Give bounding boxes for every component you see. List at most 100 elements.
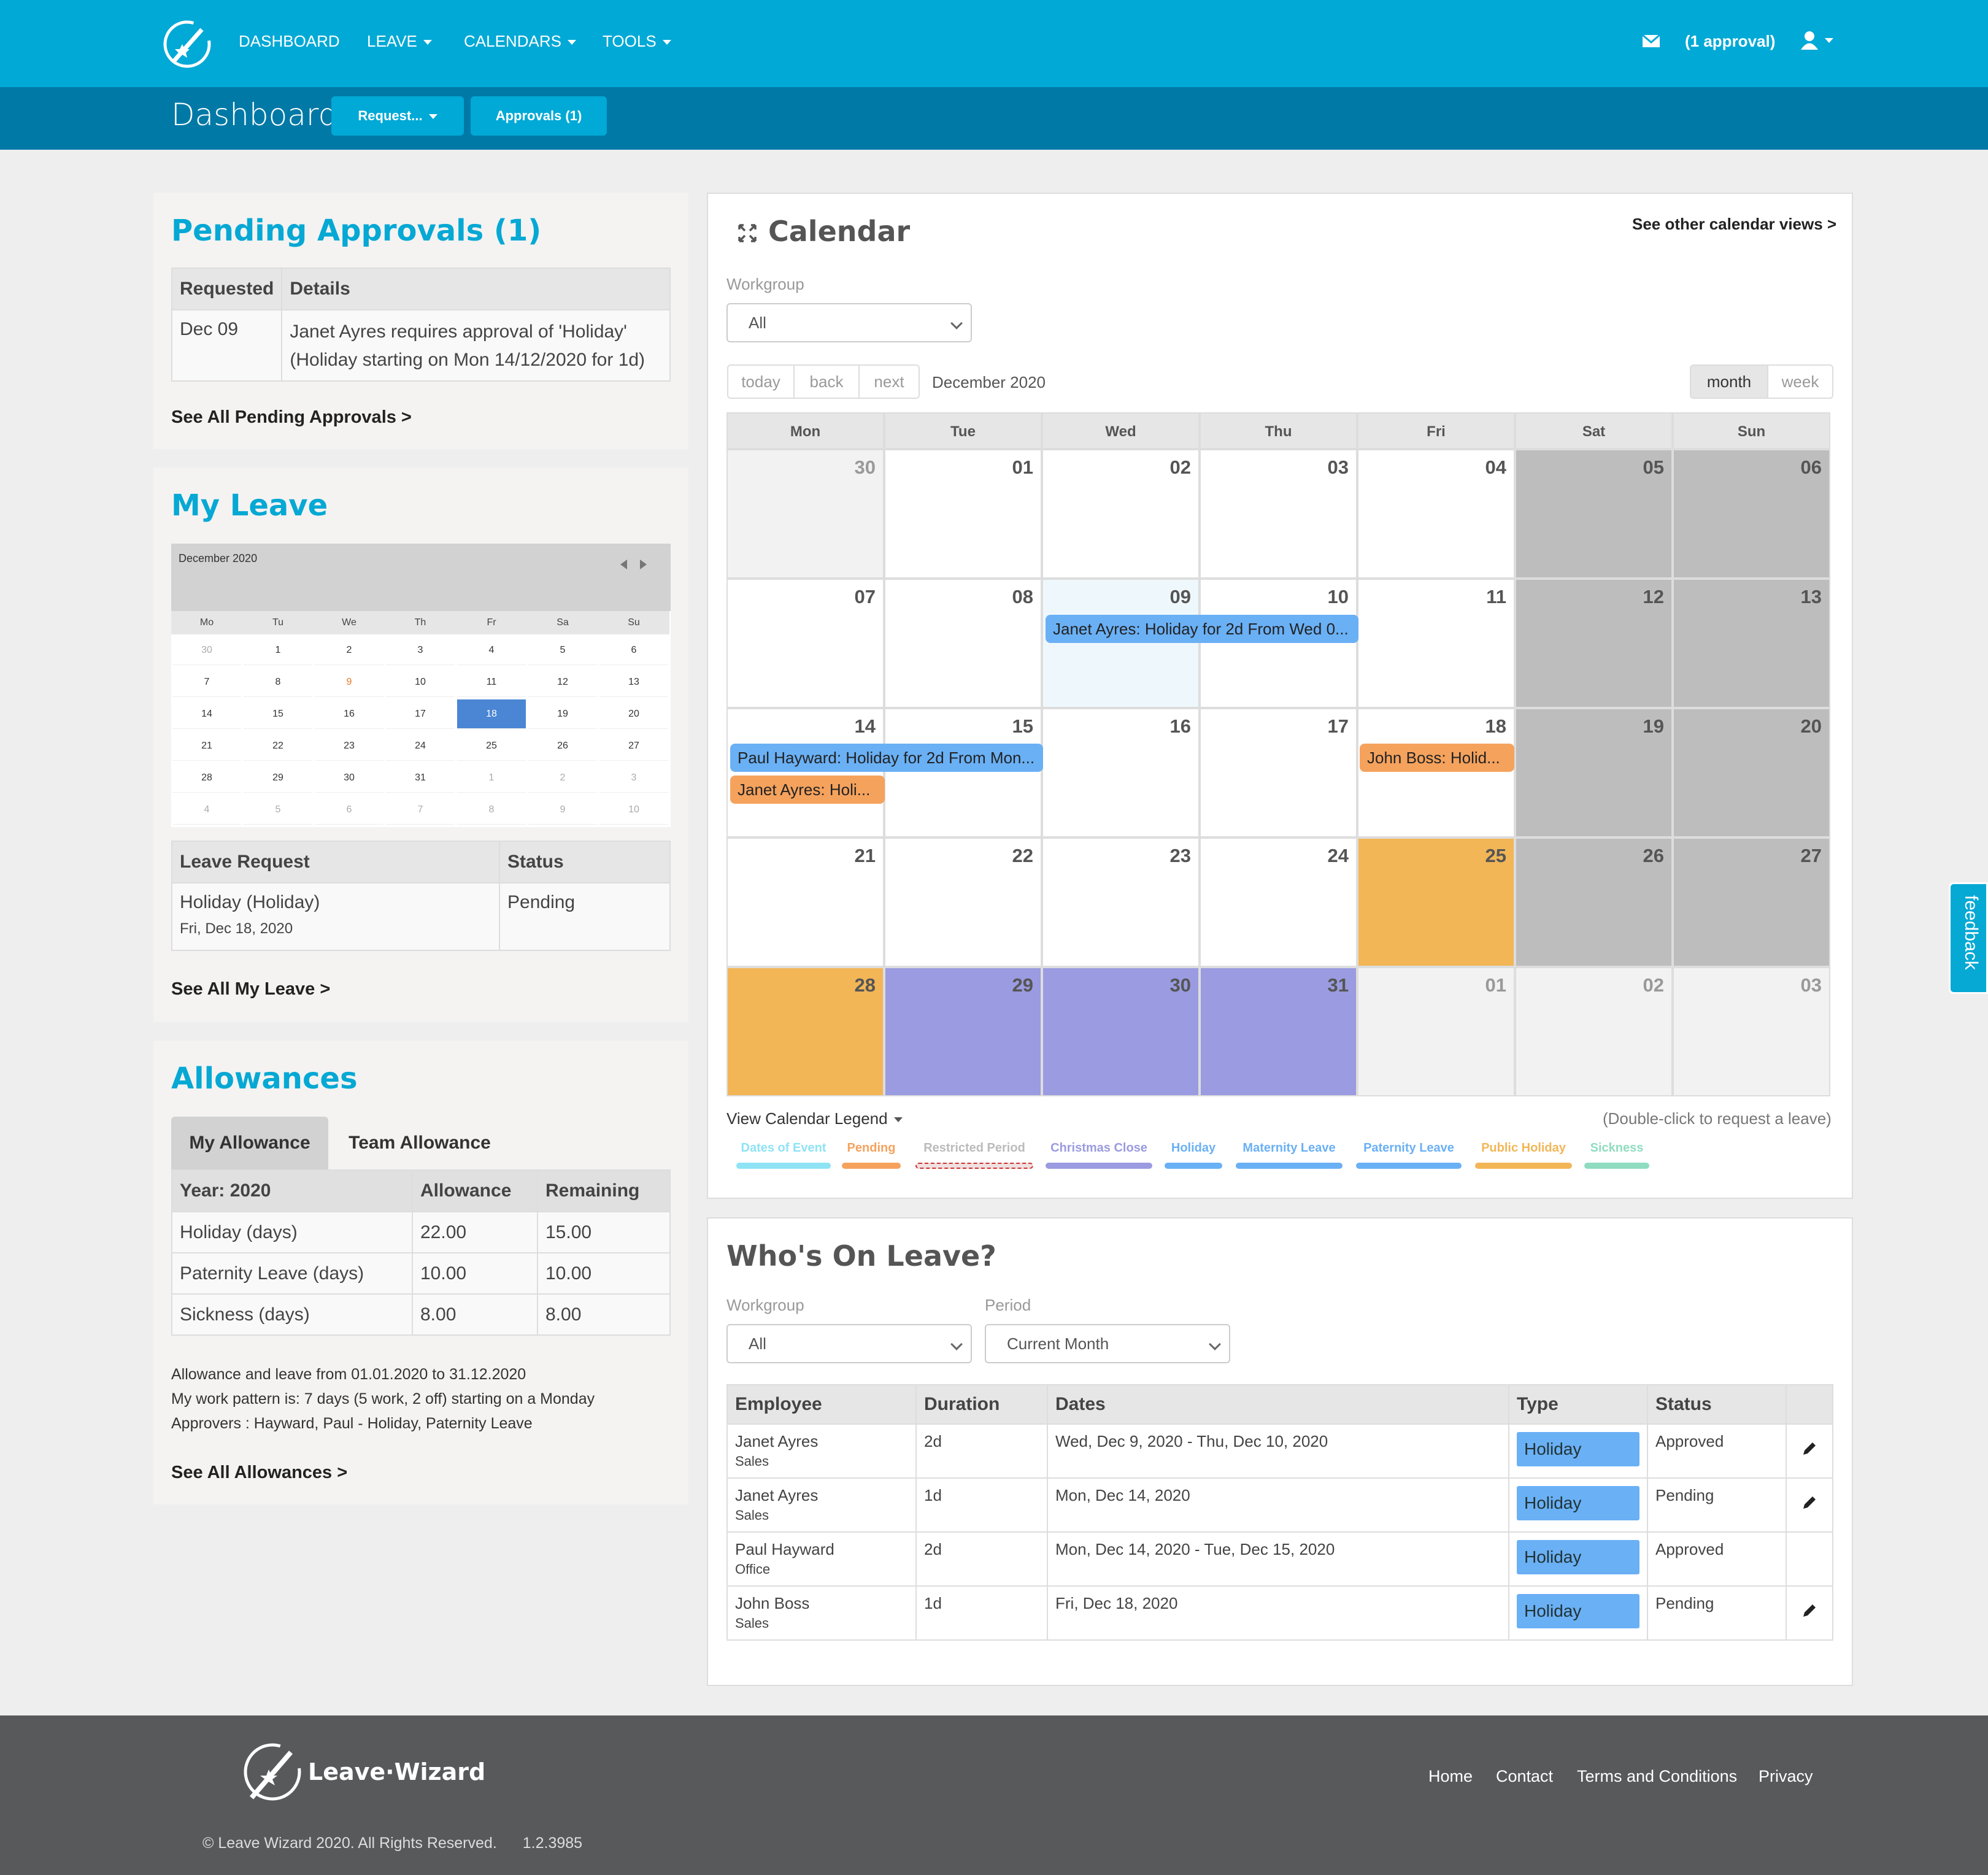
approvals-button[interactable]: Approvals (1): [471, 96, 607, 136]
expand-icon[interactable]: [738, 223, 757, 243]
mini-day-cell[interactable]: 23: [315, 731, 383, 761]
nav-tools[interactable]: TOOLS: [603, 32, 671, 51]
calendar-day-cell[interactable]: 01: [884, 449, 1042, 579]
mini-day-cell[interactable]: 10: [599, 795, 668, 825]
mini-day-cell[interactable]: 7: [172, 668, 241, 697]
mini-day-cell[interactable]: 4: [457, 636, 526, 665]
calendar-day-cell[interactable]: 22: [884, 837, 1042, 967]
mini-day-cell[interactable]: 30: [315, 763, 383, 793]
tab-team-allowance[interactable]: Team Allowance: [349, 1133, 491, 1153]
mini-day-cell[interactable]: 1: [244, 636, 312, 665]
calendar-day-cell[interactable]: 08: [884, 579, 1042, 708]
mini-day-cell[interactable]: 29: [244, 763, 312, 793]
calendar-day-cell[interactable]: 10: [1200, 579, 1357, 708]
mini-day-cell[interactable]: 3: [386, 636, 455, 665]
mini-day-cell[interactable]: 27: [599, 731, 668, 761]
workgroup-select[interactable]: All: [726, 303, 972, 342]
month-view-button[interactable]: month: [1690, 364, 1768, 399]
calendar-day-cell[interactable]: 06: [1673, 449, 1830, 579]
calendar-day-cell[interactable]: 18: [1357, 708, 1515, 837]
calendar-day-cell[interactable]: 24: [1200, 837, 1357, 967]
calendar-day-cell[interactable]: 19: [1515, 708, 1673, 837]
mini-day-cell[interactable]: 6: [599, 636, 668, 665]
calendar-day-cell[interactable]: 21: [726, 837, 884, 967]
nav-dashboard[interactable]: DASHBOARD: [239, 32, 340, 50]
calendar-day-cell[interactable]: 13: [1673, 579, 1830, 708]
other-calendar-views-link[interactable]: See other calendar views >: [1632, 215, 1837, 233]
calendar-day-cell[interactable]: 03: [1200, 449, 1357, 579]
next-button[interactable]: next: [860, 364, 920, 399]
calendar-legend-toggle[interactable]: View Calendar Legend: [726, 1109, 903, 1128]
calendar-day-cell[interactable]: 07: [726, 579, 884, 708]
calendar-day-cell[interactable]: 04: [1357, 449, 1515, 579]
mini-day-cell[interactable]: 13: [599, 668, 668, 697]
see-all-my-leave-link[interactable]: See All My Leave >: [171, 979, 331, 999]
calendar-day-cell[interactable]: 03: [1673, 967, 1830, 1096]
calendar-day-cell[interactable]: 25: [1357, 837, 1515, 967]
week-view-button[interactable]: week: [1768, 364, 1833, 399]
calendar-event[interactable]: John Boss: Holid...: [1360, 744, 1514, 772]
wizard-logo-icon[interactable]: [161, 18, 213, 70]
calendar-day-cell[interactable]: 31: [1200, 967, 1357, 1096]
envelope-icon[interactable]: [1642, 33, 1660, 49]
calendar-day-cell[interactable]: 09: [1042, 579, 1200, 708]
table-row[interactable]: Holiday (Holiday) Fri, Dec 18, 2020 Pend…: [171, 882, 671, 951]
mini-day-cell[interactable]: 16: [315, 699, 383, 729]
mini-day-cell[interactable]: 19: [528, 699, 597, 729]
mini-day-cell[interactable]: 17: [386, 699, 455, 729]
calendar-day-cell[interactable]: 30: [1042, 967, 1200, 1096]
mini-day-cell[interactable]: 25: [457, 731, 526, 761]
back-button[interactable]: back: [795, 364, 860, 399]
mini-day-cell[interactable]: 12: [528, 668, 597, 697]
pencil-icon[interactable]: [1801, 1440, 1818, 1457]
feedback-tab[interactable]: feedback: [1949, 882, 1988, 994]
calendar-day-cell[interactable]: 26: [1515, 837, 1673, 967]
pencil-icon[interactable]: [1801, 1494, 1818, 1511]
mini-day-cell[interactable]: 15: [244, 699, 312, 729]
calendar-event[interactable]: Paul Hayward: Holiday for 2d From Mon...: [730, 744, 1043, 772]
mini-day-cell[interactable]: 2: [315, 636, 383, 665]
calendar-day-cell[interactable]: 14: [726, 708, 884, 837]
mini-day-cell[interactable]: 11: [457, 668, 526, 697]
mini-day-cell[interactable]: 5: [244, 795, 312, 825]
calendar-day-cell[interactable]: 23: [1042, 837, 1200, 967]
calendar-day-cell[interactable]: 30: [726, 449, 884, 579]
footer-link-contact[interactable]: Contact: [1496, 1767, 1554, 1785]
calendar-day-cell[interactable]: 27: [1673, 837, 1830, 967]
mini-day-cell[interactable]: 7: [386, 795, 455, 825]
table-row[interactable]: Janet Ayres Sales 1d Mon, Dec 14, 2020 Ho…: [726, 1477, 1833, 1533]
mini-day-cell[interactable]: 3: [599, 763, 668, 793]
footer-link-terms[interactable]: Terms and Conditions: [1577, 1767, 1738, 1785]
calendar-day-cell[interactable]: 02: [1515, 967, 1673, 1096]
calendar-event[interactable]: Janet Ayres: Holi...: [730, 776, 885, 804]
calendar-day-cell[interactable]: 16: [1042, 708, 1200, 837]
mini-day-cell[interactable]: 28: [172, 763, 241, 793]
tab-my-allowance[interactable]: My Allowance: [171, 1117, 328, 1169]
mini-day-cell[interactable]: 4: [172, 795, 241, 825]
calendar-day-cell[interactable]: 02: [1042, 449, 1200, 579]
see-all-pending-link[interactable]: See All Pending Approvals >: [171, 407, 412, 427]
mini-day-cell[interactable]: 18: [457, 699, 526, 729]
mini-day-cell[interactable]: 20: [599, 699, 668, 729]
mini-day-cell[interactable]: 10: [386, 668, 455, 697]
mini-day-cell[interactable]: 8: [457, 795, 526, 825]
mini-day-cell[interactable]: 2: [528, 763, 597, 793]
nav-leave[interactable]: LEAVE: [367, 32, 432, 51]
see-all-allowances-link[interactable]: See All Allowances >: [171, 1463, 348, 1482]
footer-link-home[interactable]: Home: [1428, 1767, 1473, 1785]
table-row[interactable]: John Boss Sales 1d Fri, Dec 18, 2020 Holi…: [726, 1585, 1833, 1641]
calendar-day-cell[interactable]: 20: [1673, 708, 1830, 837]
calendar-day-cell[interactable]: 11: [1357, 579, 1515, 708]
mini-day-cell[interactable]: 9: [528, 795, 597, 825]
workgroup-select[interactable]: All: [726, 1324, 972, 1363]
calendar-day-cell[interactable]: 28: [726, 967, 884, 1096]
mini-day-cell[interactable]: 8: [244, 668, 312, 697]
table-row[interactable]: Dec 09 Janet Ayres requires approval of …: [171, 309, 671, 382]
mini-day-cell[interactable]: 30: [172, 636, 241, 665]
today-button[interactable]: today: [727, 364, 795, 399]
table-row[interactable]: Paul Hayward Office 2d Mon, Dec 14, 2020 …: [726, 1531, 1833, 1587]
mini-day-cell[interactable]: 5: [528, 636, 597, 665]
pencil-icon[interactable]: [1801, 1602, 1818, 1619]
calendar-event[interactable]: Janet Ayres: Holiday for 2d From Wed 0..…: [1046, 615, 1358, 643]
next-month-icon[interactable]: [640, 560, 647, 569]
